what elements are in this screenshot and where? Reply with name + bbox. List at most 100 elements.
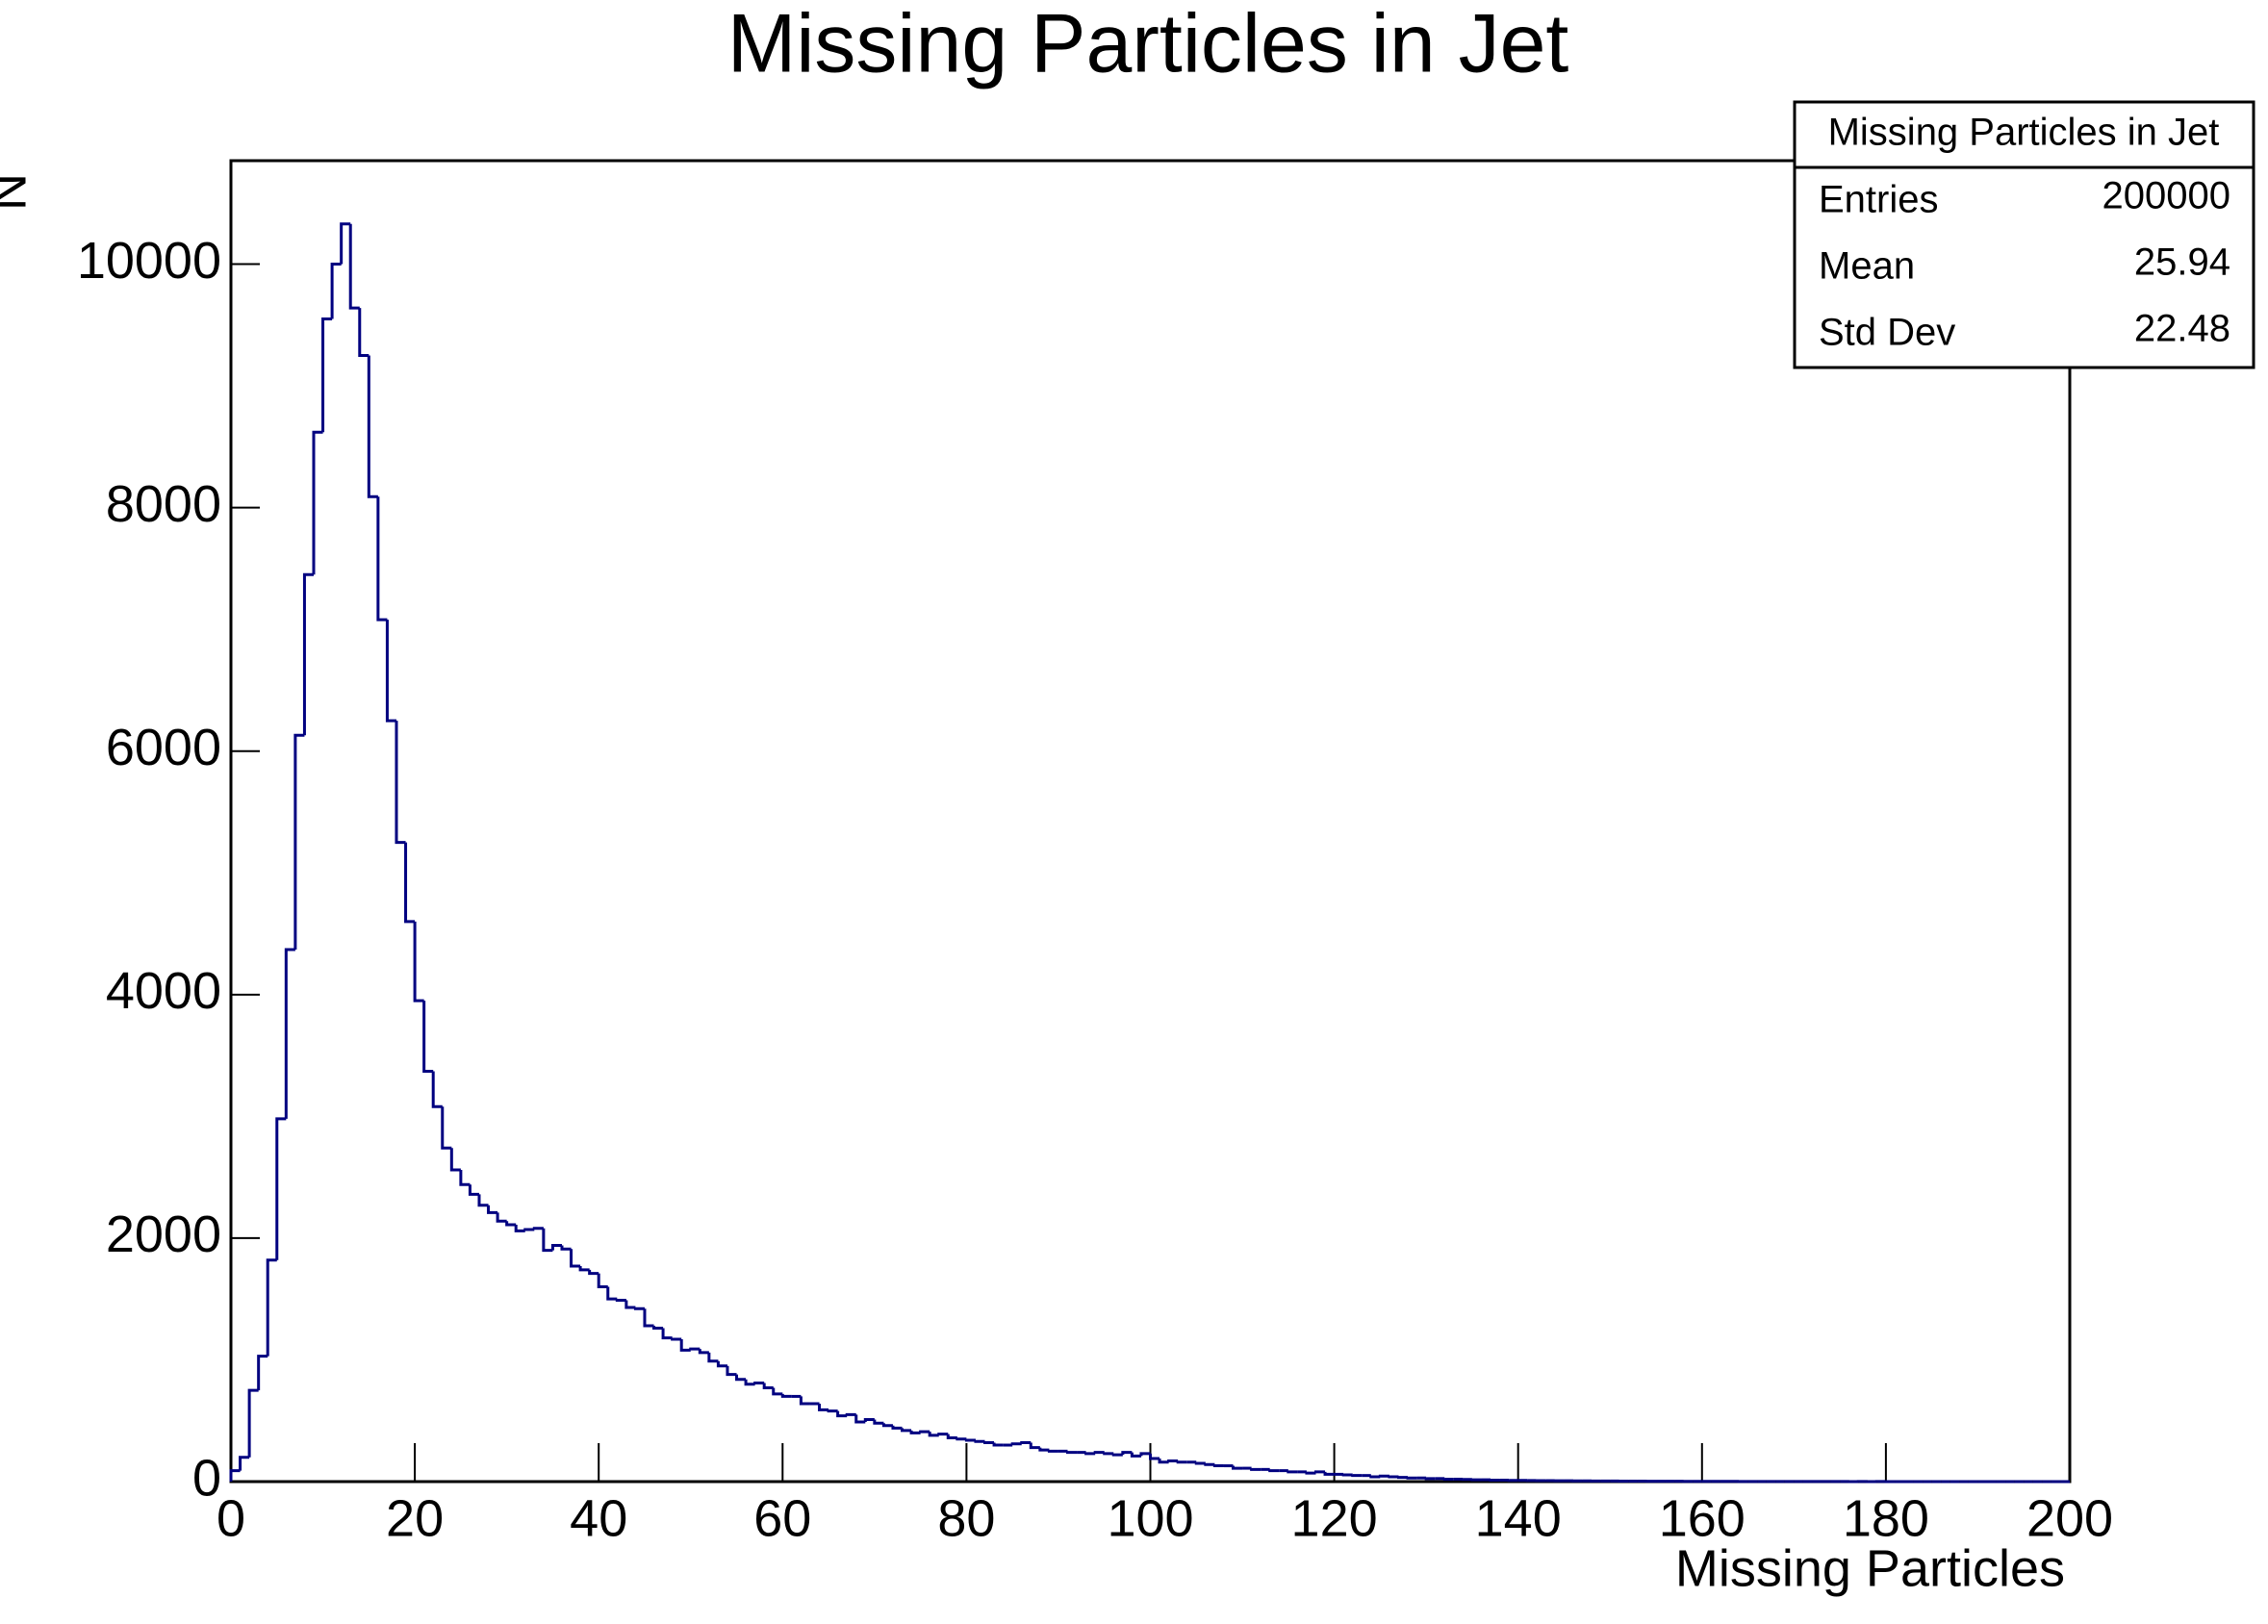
histogram-bin bbox=[468, 1184, 479, 1196]
histogram-bin bbox=[928, 1432, 939, 1437]
histogram-bin bbox=[615, 1298, 626, 1302]
histogram-bin bbox=[1066, 1451, 1078, 1455]
histogram-bin bbox=[514, 1224, 525, 1232]
histogram-bin bbox=[358, 308, 370, 357]
histogram-bin bbox=[919, 1430, 930, 1434]
histogram-bin bbox=[523, 1228, 535, 1231]
histogram-bin bbox=[1158, 1458, 1169, 1464]
histogram-bin bbox=[937, 1433, 949, 1436]
histogram-bin bbox=[385, 620, 396, 723]
x-tick-label: 20 bbox=[386, 1489, 444, 1547]
histogram-bin bbox=[1020, 1441, 1032, 1445]
histogram-bin bbox=[901, 1428, 912, 1433]
histogram-bin bbox=[1194, 1461, 1206, 1465]
histogram-bin bbox=[909, 1430, 921, 1434]
histogram-bin bbox=[284, 948, 295, 1119]
y-tick-label: 4000 bbox=[106, 962, 221, 1020]
histogram-bin bbox=[946, 1434, 957, 1439]
histogram-bin bbox=[762, 1383, 774, 1390]
x-axis-label: Missing Particles bbox=[1675, 1539, 2065, 1597]
histogram-bin bbox=[422, 1001, 434, 1074]
histogram-bin bbox=[550, 1244, 562, 1251]
histogram-bin bbox=[873, 1419, 884, 1425]
histogram-bin bbox=[881, 1423, 893, 1428]
histogram-bin bbox=[532, 1227, 544, 1231]
histogram-bin bbox=[863, 1417, 875, 1422]
chart-title: Missing Particles in Jet bbox=[727, 0, 1569, 90]
histogram-bin bbox=[1250, 1467, 1261, 1471]
histogram-bin bbox=[1231, 1465, 1243, 1470]
histogram-bin bbox=[229, 1469, 241, 1482]
histogram-bin bbox=[1084, 1452, 1096, 1456]
histogram-bin bbox=[348, 223, 360, 310]
histogram-bin bbox=[340, 222, 351, 265]
histogram-bin bbox=[1029, 1442, 1040, 1450]
histogram-bin bbox=[1130, 1452, 1141, 1458]
histogram-bin bbox=[312, 430, 323, 575]
stats-label: Std Dev bbox=[1819, 312, 1955, 354]
histogram-bin bbox=[1287, 1470, 1298, 1474]
histogram-bin bbox=[1167, 1459, 1179, 1462]
histogram-bin bbox=[964, 1438, 976, 1442]
histogram-bin bbox=[1121, 1451, 1133, 1456]
y-tick-label: 8000 bbox=[106, 475, 221, 533]
histogram-bin bbox=[1396, 1476, 1409, 1480]
histogram-bin bbox=[321, 317, 333, 433]
x-tick-label: 120 bbox=[1291, 1489, 1378, 1547]
histogram-bin bbox=[992, 1442, 1004, 1447]
histogram-bin bbox=[1093, 1451, 1105, 1455]
stats-label: Entries bbox=[1819, 179, 1939, 221]
stats-box: Missing Particles in Jet Entries 200000 Me… bbox=[1793, 100, 2255, 369]
histogram-bin bbox=[1176, 1460, 1187, 1464]
histogram-bin bbox=[956, 1437, 967, 1441]
histogram-bin bbox=[1047, 1449, 1058, 1453]
y-tick-label: 2000 bbox=[106, 1205, 221, 1263]
histogram-bin bbox=[570, 1249, 581, 1268]
histogram-bin bbox=[707, 1352, 719, 1363]
histogram-bin bbox=[239, 1456, 250, 1471]
histogram-bin bbox=[780, 1393, 792, 1398]
x-tick-label: 200 bbox=[2026, 1489, 2113, 1547]
histogram-bin bbox=[247, 1388, 259, 1458]
histogram-bin bbox=[266, 1258, 277, 1357]
histogram-bin bbox=[431, 1071, 443, 1108]
histogram-bin bbox=[818, 1404, 829, 1411]
histogram-bin bbox=[542, 1228, 553, 1253]
histogram-bin bbox=[367, 355, 378, 498]
histogram-bin bbox=[689, 1347, 701, 1351]
histogram-bin bbox=[376, 496, 388, 622]
histogram-bin bbox=[679, 1338, 691, 1352]
histogram-bin bbox=[293, 733, 305, 951]
y-tick-label: 0 bbox=[192, 1449, 221, 1507]
x-tick-label: 160 bbox=[1659, 1489, 1746, 1547]
stats-title: Missing Particles in Jet bbox=[1828, 112, 2220, 154]
x-tick-label: 100 bbox=[1107, 1489, 1193, 1547]
stats-value: 200000 bbox=[2102, 175, 2230, 217]
histogram-bin bbox=[652, 1326, 664, 1331]
histogram-bin bbox=[1369, 1475, 1381, 1479]
x-tick-label: 40 bbox=[570, 1489, 627, 1547]
y-axis-label: N bbox=[0, 173, 37, 211]
histogram-bin bbox=[799, 1396, 810, 1406]
histogram-bin bbox=[1111, 1453, 1123, 1457]
histogram-bin bbox=[1406, 1476, 1417, 1480]
histogram-bin bbox=[671, 1337, 682, 1341]
histogram-bin bbox=[257, 1355, 268, 1391]
histogram-bin bbox=[891, 1425, 903, 1430]
histogram-bin bbox=[275, 1117, 287, 1260]
x-tick-label: 180 bbox=[1843, 1489, 1929, 1547]
histogram-bin bbox=[578, 1266, 590, 1272]
histogram-bin bbox=[487, 1205, 498, 1214]
histogram-bin bbox=[1378, 1474, 1389, 1478]
histogram-bin bbox=[974, 1439, 985, 1443]
histogram-bin bbox=[588, 1269, 599, 1276]
histogram-bin bbox=[459, 1170, 471, 1186]
histogram-bin bbox=[560, 1245, 572, 1251]
histogram-bin bbox=[413, 921, 424, 1002]
histogram-bin bbox=[1149, 1453, 1160, 1460]
histogram-bin bbox=[404, 842, 416, 924]
histogram-bin bbox=[477, 1194, 489, 1207]
stats-frame bbox=[1793, 100, 2255, 369]
x-tick-label: 140 bbox=[1475, 1489, 1562, 1547]
